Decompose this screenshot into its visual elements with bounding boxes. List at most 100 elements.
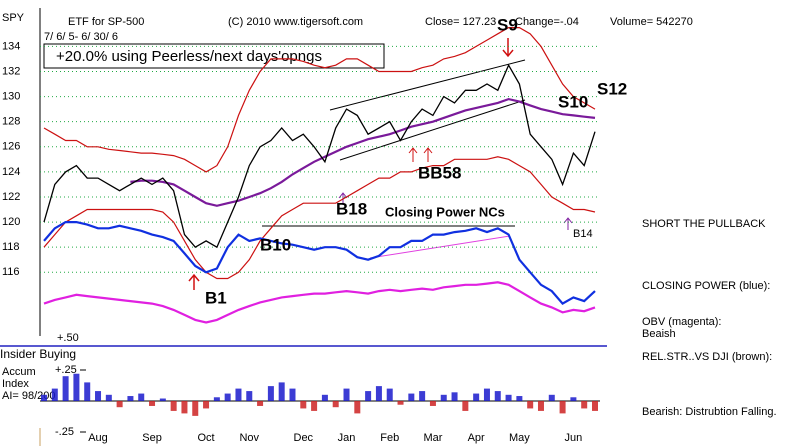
bar (311, 401, 318, 411)
bar (289, 388, 296, 401)
bar (267, 386, 274, 401)
y-tick-label: 120 (2, 216, 20, 228)
note: CLOSING POWER (blue): (642, 280, 770, 292)
bar (473, 393, 480, 401)
bar (278, 382, 285, 401)
bar (537, 401, 544, 411)
bar (570, 397, 577, 401)
close: Close= 127.23 (425, 16, 496, 28)
source: (C) 2010 www.tigersoft.com (228, 16, 363, 28)
bar (257, 401, 264, 406)
bar (494, 391, 501, 401)
bar (192, 401, 199, 416)
note: REL.STR..VS DJI (brown): (642, 351, 772, 363)
bar (116, 401, 123, 408)
note: SHORT THE PULLBACK (642, 218, 766, 230)
bar (170, 401, 177, 411)
y-tick-label: 122 (2, 191, 20, 203)
volume: Volume= 542270 (610, 16, 693, 28)
bar (343, 388, 350, 401)
insider-level: +.50 (57, 332, 79, 344)
performance: +20.0% using Peerless/next days'opngs (56, 48, 322, 65)
y-tick-label: -.25 (55, 426, 74, 438)
bar (127, 396, 134, 401)
bar (516, 396, 523, 401)
x-tick-label: Feb (380, 432, 399, 444)
bar (213, 397, 220, 401)
channel-line (339, 99, 526, 161)
x-tick-label: Nov (239, 432, 259, 444)
bar (246, 391, 253, 401)
bar (592, 401, 598, 411)
annotation: B18 (336, 199, 367, 218)
bar (581, 401, 588, 409)
title: ETF for SP-500 (68, 16, 144, 28)
y-tick-label: 130 (2, 90, 20, 102)
bar (483, 388, 490, 401)
x-tick-label: May (509, 432, 530, 444)
x-tick-label: Aug (88, 432, 108, 444)
y-tick-label: 132 (2, 65, 20, 77)
arrow (188, 273, 200, 290)
bar (235, 388, 242, 401)
arrow (502, 38, 514, 58)
note: Bearish: Distrubtion Falling. (642, 406, 777, 418)
x-tick-label: Mar (423, 432, 442, 444)
series-line (43, 221, 596, 306)
arrow (408, 147, 433, 162)
annotation: B14 (573, 228, 593, 240)
bar (95, 391, 102, 401)
bar (84, 382, 91, 401)
series-line (43, 27, 596, 173)
bar (300, 401, 307, 409)
bar (419, 391, 426, 401)
y-tick-label: 128 (2, 116, 20, 128)
x-tick-label: Jun (565, 432, 583, 444)
x-tick-label: Sep (142, 432, 162, 444)
bar (365, 391, 372, 401)
bar (149, 401, 156, 406)
bar (408, 393, 415, 401)
annotation: S10 (558, 92, 588, 111)
panel-label: Index (2, 378, 29, 390)
bar (73, 373, 80, 401)
x-tick-label: Dec (294, 432, 314, 444)
bar (354, 401, 361, 414)
annotation: BB58 (418, 163, 461, 182)
annotation: Closing Power NCs (385, 204, 505, 219)
bar (548, 394, 555, 401)
y-tick-label: +.25 (55, 364, 77, 376)
bar (181, 401, 188, 414)
bar (41, 394, 47, 401)
change: Change=-.04 (515, 16, 579, 28)
bar (203, 401, 210, 409)
series-line (43, 281, 596, 324)
y-tick-label: 126 (2, 141, 20, 153)
performance-box (43, 43, 385, 69)
bar (332, 401, 339, 408)
bar (105, 394, 112, 401)
x-tick-label: Oct (197, 432, 214, 444)
panel-label: Accum (2, 366, 36, 378)
bar (138, 393, 145, 401)
bar (224, 393, 231, 401)
bar (451, 392, 458, 401)
bar (375, 386, 382, 401)
bar (386, 388, 393, 401)
series-line (43, 156, 596, 280)
x-tick-label: Apr (468, 432, 485, 444)
y-tick-label: 134 (2, 40, 20, 52)
ticker: SPY (2, 12, 25, 24)
annotation: B10 (260, 235, 291, 254)
annotation: S9 (497, 15, 518, 34)
bar (527, 401, 534, 409)
bar (429, 401, 436, 406)
bar (397, 401, 404, 405)
channel-line (329, 59, 526, 111)
annotation: B1 (205, 288, 227, 307)
bar (462, 401, 469, 411)
note: Beaish (642, 328, 676, 340)
annotation: S12 (597, 79, 627, 98)
